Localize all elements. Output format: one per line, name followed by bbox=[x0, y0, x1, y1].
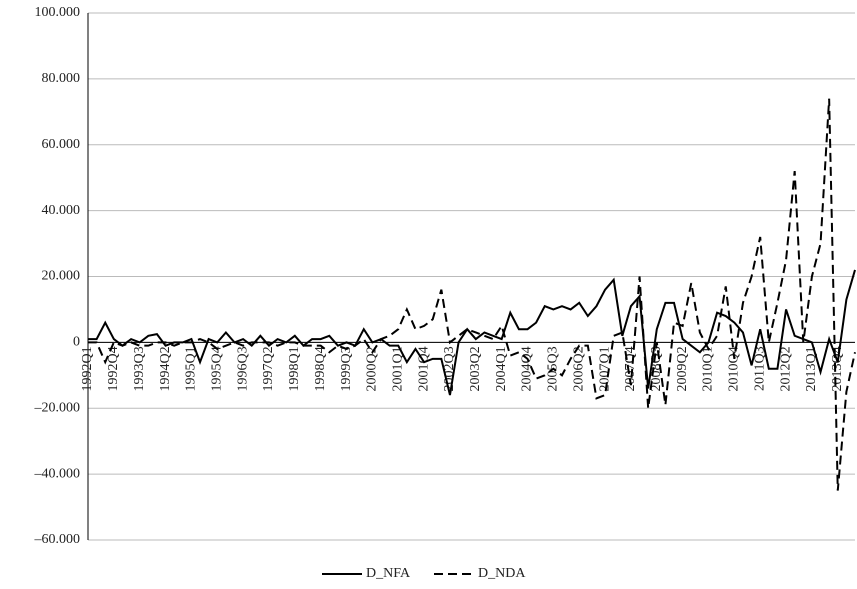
x-tick-label: 1994Q2 bbox=[158, 346, 173, 391]
y-tick-label: –60.000 bbox=[34, 532, 81, 547]
x-tick-label: 2012Q2 bbox=[778, 346, 793, 391]
x-tick-label: 2001Q1 bbox=[390, 346, 405, 391]
series-line bbox=[88, 269, 856, 396]
y-tick-label: 20.000 bbox=[42, 269, 81, 284]
x-tick-label: 1995Q4 bbox=[209, 346, 224, 391]
x-tick-label: 2004Q4 bbox=[520, 346, 535, 391]
x-tick-label: 2010Q4 bbox=[727, 346, 742, 391]
x-tick-label: 1995Q1 bbox=[184, 346, 199, 391]
y-tick-label: 100.000 bbox=[35, 5, 81, 20]
legend-label: D_NFA bbox=[366, 566, 411, 581]
x-tick-label: 1997Q2 bbox=[261, 346, 276, 391]
x-tick-label: 2009Q2 bbox=[675, 346, 690, 391]
x-tick-label: 1996Q3 bbox=[235, 346, 250, 391]
x-tick-label: 1992Q4 bbox=[106, 346, 121, 391]
x-tick-label: 1993Q3 bbox=[132, 346, 147, 391]
y-tick-label: 40.000 bbox=[42, 203, 81, 218]
y-tick-label: 80.000 bbox=[42, 71, 81, 86]
x-tick-label: 2013Q1 bbox=[804, 346, 819, 391]
x-tick-label: 2010Q1 bbox=[701, 346, 716, 391]
x-tick-label: 2007Q1 bbox=[597, 346, 612, 391]
x-tick-label: 2013Q4 bbox=[830, 346, 845, 391]
x-tick-label: 1998Q4 bbox=[313, 346, 328, 391]
y-tick-label: 60.000 bbox=[42, 137, 81, 152]
x-tick-label: 2011Q3 bbox=[752, 346, 767, 391]
x-tick-label: 2003Q2 bbox=[468, 346, 483, 391]
x-tick-label: 1999Q3 bbox=[339, 346, 354, 391]
y-tick-label: 0 bbox=[73, 335, 80, 350]
x-tick-label: 2004Q1 bbox=[494, 346, 509, 391]
y-tick-label: –20.000 bbox=[34, 400, 81, 415]
series-line bbox=[88, 98, 856, 491]
x-tick-label: 1992Q1 bbox=[80, 346, 95, 391]
y-tick-label: –40.000 bbox=[34, 466, 81, 481]
x-tick-label: 1998Q1 bbox=[287, 346, 302, 391]
legend-label: D_NDA bbox=[478, 566, 526, 581]
x-tick-label: 2000Q2 bbox=[365, 346, 380, 391]
x-tick-label: 2006Q2 bbox=[571, 346, 586, 391]
